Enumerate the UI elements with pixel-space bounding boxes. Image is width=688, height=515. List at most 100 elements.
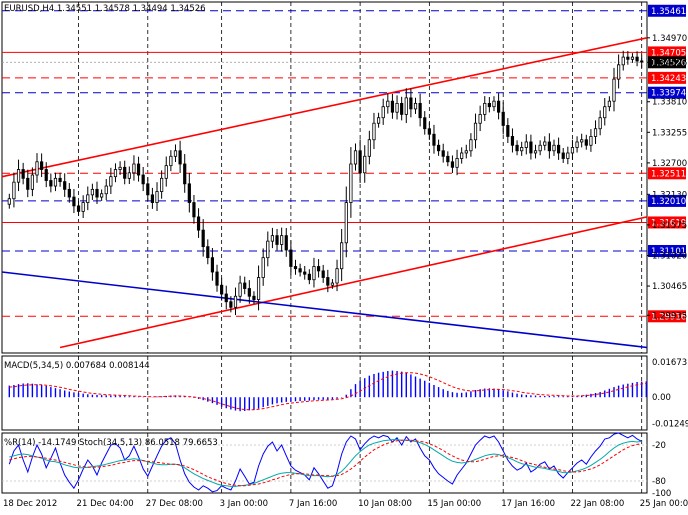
candle [612, 67, 616, 112]
candle [510, 128, 515, 153]
candle [192, 194, 196, 224]
candle [76, 200, 81, 216]
candle [446, 151, 450, 167]
candle [626, 51, 630, 65]
candle [49, 173, 53, 193]
candle [113, 163, 118, 183]
candle [520, 141, 524, 156]
macd-y-tick-label: 0.016731 [652, 358, 688, 368]
candle [206, 239, 210, 265]
candle [501, 102, 505, 135]
candle [432, 124, 436, 154]
candle [270, 227, 275, 249]
candle [35, 153, 39, 183]
candle [404, 88, 408, 124]
trend-line-channel-upper[interactable] [1, 37, 648, 178]
level-price-box [648, 194, 686, 207]
candle [326, 269, 330, 293]
candle [515, 140, 519, 156]
candle [372, 112, 376, 150]
candle [543, 136, 547, 151]
candle [127, 166, 131, 185]
candle [473, 113, 478, 149]
candle [95, 181, 99, 204]
candle [293, 259, 298, 275]
candle [67, 183, 71, 203]
stoch-series-line [9, 439, 642, 487]
candle [247, 280, 251, 304]
y-tick-label: 1.30465 [652, 282, 687, 292]
candle [26, 169, 30, 198]
y-tick-label: 1.33810 [652, 98, 687, 108]
candle [418, 93, 422, 127]
candle [640, 54, 644, 68]
stoch-series-line [8, 432, 642, 493]
candle [506, 118, 510, 144]
candle [566, 146, 570, 165]
level-price-label: 1.31619 [651, 218, 686, 228]
candle [363, 145, 367, 183]
candle [593, 120, 598, 144]
candle [53, 172, 58, 192]
pane-border [1, 1, 648, 354]
level-price-box [648, 71, 686, 84]
axis-labels: 18 Dec 2012 21 Dec 04:00 27 Dec 08:00 3 Jan… [3, 34, 688, 509]
candle [307, 269, 311, 285]
x-tick-label: 22 Jan 08:00 [570, 499, 624, 509]
candle [284, 228, 288, 257]
candle [496, 93, 501, 120]
candle [557, 137, 561, 160]
candle [233, 287, 238, 316]
candle [376, 112, 381, 128]
vertical-gridlines [78, 2, 643, 493]
candle [81, 195, 85, 218]
x-tick-label: 18 Dec 2012 [3, 499, 57, 509]
trend-lines [1, 37, 648, 349]
candle [141, 167, 145, 192]
candle [621, 50, 625, 71]
candle [386, 93, 390, 114]
level-price-label: 1.32511 [651, 169, 686, 179]
candle [210, 248, 215, 281]
x-tick-label: 7 Jan 16:00 [289, 499, 337, 509]
level-price-box [648, 86, 686, 99]
candle [524, 134, 528, 155]
stoch-y-tick-label: -20 [652, 441, 666, 451]
candle [353, 143, 358, 171]
macd-y-tick-label: 0.00 [652, 393, 671, 403]
candle [289, 240, 293, 276]
candle [478, 105, 482, 132]
candle [617, 54, 621, 89]
y-tick-label: 1.32700 [652, 159, 687, 169]
x-tick-label: 3 Jan 00:00 [220, 499, 268, 509]
candle [367, 130, 371, 165]
trend-line-support-line[interactable] [1, 271, 648, 349]
candle [316, 259, 321, 278]
stochastic-indicator [2, 432, 647, 493]
x-tick-label: 25 Jan 00:00 [640, 499, 688, 509]
level-price-label: 1.31101 [651, 247, 686, 257]
candle [220, 277, 224, 301]
candle [196, 208, 201, 238]
x-tick-label: 10 Jan 08:00 [358, 499, 412, 509]
candle [312, 257, 316, 288]
candle [243, 276, 247, 295]
stoch-y-tick-label: -100 [652, 489, 671, 499]
main-pane-title: EURUSD,H4 1.34551 1.34578 1.34494 1.3452… [4, 4, 206, 14]
candle [100, 189, 104, 201]
y-tick-label: 1.32130 [652, 190, 687, 200]
candle [570, 139, 575, 160]
y-tick-label: 1.31020 [652, 251, 687, 261]
y-tick-label: 1.34970 [652, 34, 687, 44]
candle [598, 110, 602, 136]
candle [358, 139, 362, 183]
macd-indicator [8, 370, 648, 412]
stoch-pane-title: %R(14) -14.1749 Stoch(34,5,13) 86.0518 7… [4, 438, 218, 448]
candle [215, 264, 219, 292]
trend-line-channel-lower[interactable] [59, 216, 648, 349]
candle [340, 228, 344, 282]
candle [256, 265, 261, 311]
candle [187, 172, 191, 213]
candle [201, 219, 205, 257]
